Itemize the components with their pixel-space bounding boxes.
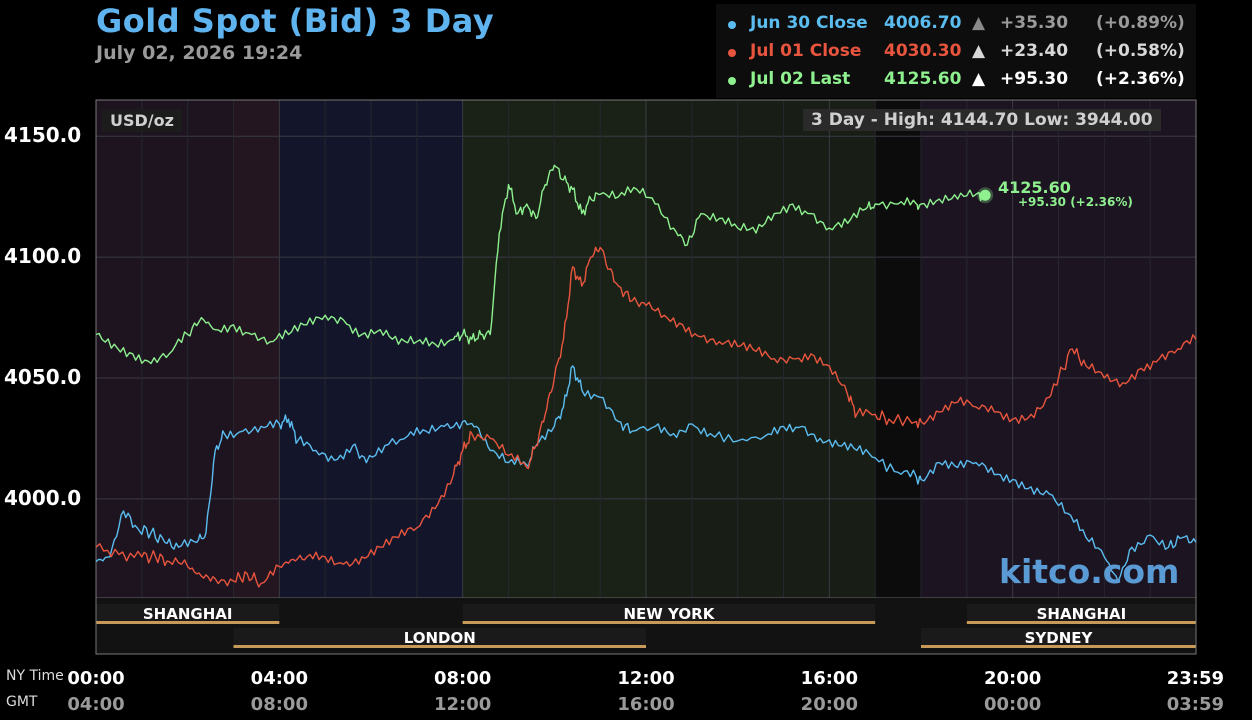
up-arrow-icon: ▲	[972, 41, 986, 61]
series-line	[95, 246, 1197, 588]
session-bar	[233, 628, 646, 648]
legend-value: 4125.60	[884, 69, 962, 89]
chart-frame	[95, 99, 1197, 655]
legend-label: Jun 30 Close	[750, 13, 868, 33]
legend-value: 4006.70	[884, 13, 962, 33]
session-shading	[233, 100, 280, 598]
legend-value: 4030.30	[884, 41, 962, 61]
x-tick-label-ny: 23:59	[1166, 668, 1224, 689]
legend-row-jul01: Jul 01 Close 4030.30 ▲ +23.40 (+0.58%)	[716, 38, 1196, 66]
legend-dot-icon	[728, 77, 736, 85]
legend-change: +35.30	[1000, 13, 1069, 33]
x-tick-label-gmt: 12:00	[434, 694, 492, 715]
x-tick-label-gmt: 04:00	[67, 694, 125, 715]
ny-time-axis-title: NY Time	[6, 668, 64, 684]
chart-timestamp: July 02, 2026 19:24	[96, 42, 303, 64]
x-tick-label-gmt: 03:59	[1166, 694, 1224, 715]
x-tick-label-gmt: 16:00	[617, 694, 675, 715]
session-label: LONDON	[403, 629, 476, 647]
legend-pct: (+2.36%)	[1096, 69, 1185, 89]
last-point-marker	[979, 189, 991, 201]
legend-dot-icon	[728, 49, 736, 57]
series-line	[95, 164, 986, 365]
x-tick-label-ny: 16:00	[800, 668, 858, 689]
session-bar	[921, 628, 1196, 648]
x-tick-label-gmt: 08:00	[250, 694, 308, 715]
chart-title: Gold Spot (Bid) 3 Day	[96, 2, 495, 40]
units-label: USD/oz	[102, 109, 182, 132]
legend-dot-icon	[728, 21, 736, 29]
session-bar	[96, 604, 280, 624]
session-underline	[921, 645, 1196, 648]
session-label: SYDNEY	[1024, 629, 1093, 647]
kitco-watermark: kitco.com	[999, 552, 1180, 591]
session-underline	[966, 621, 1196, 624]
session-shading	[96, 100, 234, 598]
legend-row-jul02: Jul 02 Last 4125.60 ▲ +95.30 (+2.36%)	[716, 66, 1196, 94]
legend-change: +95.30	[1000, 69, 1069, 89]
series-line	[95, 365, 1197, 582]
y-tick-label: 4000.0	[4, 485, 82, 510]
legend-label: Jul 01 Close	[750, 41, 862, 61]
x-tick-label-ny: 04:00	[250, 668, 308, 689]
high-low-label: 3 Day - High: 4144.70 Low: 3944.00	[803, 109, 1161, 131]
legend: Jun 30 Close 4006.70 ▲ +35.30 (+0.89%) J…	[716, 4, 1196, 98]
y-tick-label: 4050.0	[4, 365, 82, 389]
session-underline	[462, 621, 876, 624]
session-shading	[646, 100, 876, 598]
last-price-label: 4125.60	[998, 178, 1071, 197]
session-underline	[233, 645, 646, 648]
y-tick-label: 4150.0	[4, 123, 82, 148]
up-arrow-icon: ▲	[972, 13, 986, 33]
x-tick-label-ny: 20:00	[984, 668, 1042, 689]
session-bar	[462, 604, 876, 624]
legend-label: Jul 02 Last	[750, 69, 851, 89]
x-tick-label-ny: 08:00	[434, 668, 492, 689]
up-arrow-icon: ▲	[972, 69, 986, 89]
legend-change: +23.40	[1000, 41, 1069, 61]
legend-row-jun30: Jun 30 Close 4006.70 ▲ +35.30 (+0.89%)	[716, 10, 1196, 38]
x-tick-label-ny: 00:00	[67, 668, 125, 689]
session-bar	[966, 604, 1196, 624]
x-tick-label-gmt: 00:00	[984, 694, 1042, 715]
legend-pct: (+0.58%)	[1096, 41, 1185, 61]
x-tick-label-ny: 12:00	[617, 668, 675, 689]
session-label: SHANGHAI	[142, 605, 233, 623]
x-tick-label-gmt: 20:00	[800, 694, 858, 715]
session-shading	[875, 100, 921, 598]
last-change-label: +95.30 (+2.36%)	[1018, 195, 1133, 209]
y-tick-label: 4100.0	[4, 244, 82, 269]
session-underline	[96, 621, 280, 624]
session-label: NEW YORK	[623, 605, 715, 623]
session-label: SHANGHAI	[1036, 605, 1127, 623]
gmt-axis-title: GMT	[6, 694, 38, 710]
legend-pct: (+0.89%)	[1096, 13, 1185, 33]
